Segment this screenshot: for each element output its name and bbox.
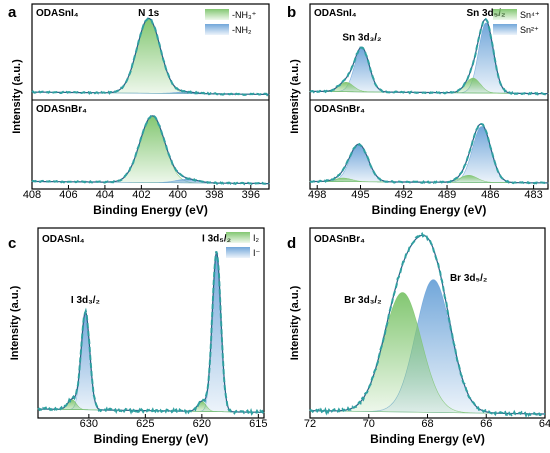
peak-label: Br 3d₃/₂ (344, 295, 381, 306)
peak-label: I 3d₃/₂ (71, 295, 100, 306)
raw-data-line (37, 250, 265, 416)
peak-label: Sn 3d₅/₂ (466, 8, 505, 19)
component-peak (31, 115, 270, 184)
raw-data-line (31, 17, 270, 97)
legend-swatch (493, 24, 517, 35)
peak-label: N 1s (138, 8, 160, 19)
x-tick-label: 498 (308, 189, 326, 201)
x-tick-label: 615 (249, 418, 267, 430)
raw-data-line (309, 122, 549, 185)
legend-swatch (205, 9, 229, 20)
y-axis-label: Intensity (a.u.) (11, 59, 23, 134)
legend-label: -NH₃⁺ (232, 10, 257, 20)
panel-a: a 408 406 404 402 400 398 396 Binding Energy (eV… (8, 3, 270, 217)
x-tick-label: 68 (421, 418, 433, 430)
panel-c: c 630 625 620 615 Binding Energy (eV) Intensit… (8, 227, 268, 446)
subplot-2 (309, 122, 549, 185)
legend-swatch (226, 247, 250, 258)
sample-label: ODASnBr₄ (314, 234, 365, 245)
y-axis-label: Intensity (a.u.) (289, 285, 301, 360)
legend-swatch (493, 9, 517, 20)
x-tick-label: 64 (539, 418, 550, 430)
plot-frame (309, 3, 549, 190)
peak-label: I 3d₅/₂ (202, 234, 231, 245)
x-tick-label: 406 (59, 189, 77, 201)
raw-data-line (31, 113, 270, 186)
panel-b: b 498 495 492 489 486 483 Binding Energy (eV) In… (287, 3, 549, 217)
spectrum (37, 250, 265, 416)
x-axis-label: Binding Energy (eV) (370, 432, 485, 446)
x-tick-label: 396 (242, 189, 260, 201)
subplot-1 (309, 17, 549, 96)
fit-envelope (310, 19, 548, 95)
component-peak (309, 144, 549, 184)
x-tick-label: 66 (480, 418, 492, 430)
x-tick-label: 404 (96, 189, 114, 201)
x-tick-label: 489 (438, 189, 456, 201)
legend-swatch (205, 24, 229, 35)
plot-frame (37, 227, 265, 419)
subplot-2 (31, 113, 270, 186)
spectrum (309, 231, 546, 419)
x-tick-label: 72 (304, 418, 316, 430)
legend-label: Sn⁴⁺ (520, 10, 540, 20)
x-axis-label: Binding Energy (eV) (372, 203, 487, 217)
peak-label: Sn 3d₃/₂ (342, 33, 381, 44)
x-tick-label: 398 (205, 189, 223, 201)
panel-letter: c (8, 235, 16, 252)
sample-label: ODASnI₄ (42, 234, 85, 245)
panel-letter: d (287, 235, 296, 252)
panel-d: d 72 70 68 66 64 Binding Energy (eV) Intensity … (287, 227, 550, 446)
x-tick-label: 483 (524, 189, 542, 201)
legend-label: I⁻ (253, 248, 261, 258)
x-tick-label: 408 (23, 189, 41, 201)
plot-frame (31, 3, 270, 190)
sample-label: ODASnI₄ (314, 8, 357, 19)
x-tick-label: 402 (132, 189, 150, 201)
panel-letter: a (8, 4, 17, 21)
x-tick-label: 70 (363, 418, 375, 430)
subplot-1 (31, 17, 270, 97)
x-tick-label: 400 (169, 189, 187, 201)
panel-letter: b (287, 4, 296, 21)
raw-data-line (309, 231, 546, 419)
x-tick-label: 625 (136, 418, 154, 430)
legend-label: -NH₂ (232, 25, 252, 35)
sample-label: ODASnI₄ (36, 8, 79, 19)
legend-label: Sn²⁺ (520, 25, 539, 35)
y-axis-label: Intensity (a.u.) (289, 59, 301, 134)
x-tick-label: 495 (351, 189, 369, 201)
x-tick-label: 486 (481, 189, 499, 201)
sample-label: ODASnBr₄ (314, 104, 365, 115)
x-tick-label: 620 (193, 418, 211, 430)
x-tick-label: 492 (395, 189, 413, 201)
x-axis-label: Binding Energy (eV) (93, 203, 208, 217)
x-tick-label: 630 (80, 418, 98, 430)
sample-label: ODASnBr₄ (36, 104, 87, 115)
legend-label: I₂ (253, 233, 260, 243)
x-axis-label: Binding Energy (eV) (94, 432, 209, 446)
y-axis-label: Intensity (a.u.) (9, 285, 21, 360)
peak-label: Br 3d₅/₂ (450, 273, 487, 284)
fit-envelope (38, 251, 264, 413)
legend-swatch (226, 232, 250, 243)
component-peak (37, 252, 265, 413)
